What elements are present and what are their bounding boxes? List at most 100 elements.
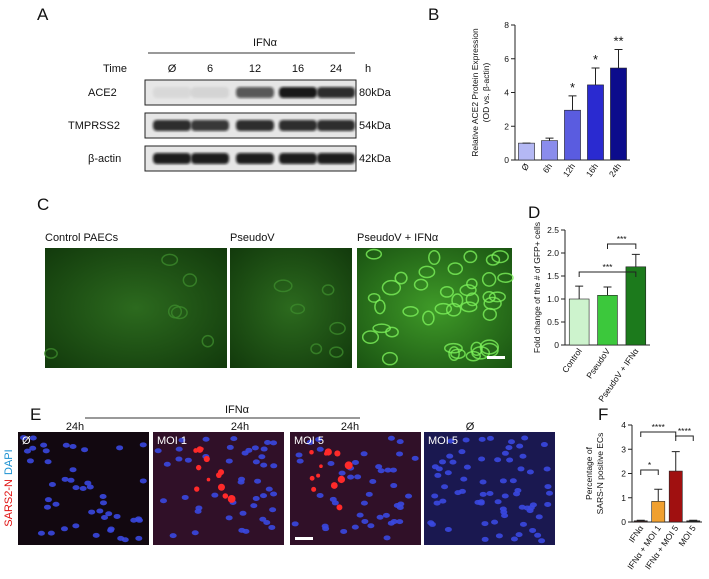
nucleus — [163, 461, 171, 467]
nucleus — [331, 500, 339, 506]
nucleus — [265, 486, 273, 492]
viral-stain — [217, 483, 225, 491]
nucleus — [69, 443, 77, 449]
nucleus — [516, 443, 524, 449]
viral-stain — [324, 448, 332, 456]
nucleus — [397, 501, 405, 507]
image — [45, 248, 227, 368]
panel-letter: D — [528, 203, 540, 222]
nucleus — [367, 523, 375, 529]
nucleus — [268, 524, 276, 530]
nucleus — [446, 453, 454, 459]
nucleus — [439, 459, 447, 465]
nucleus — [116, 445, 124, 451]
cell — [466, 278, 478, 290]
cell — [459, 284, 477, 297]
y-tick-label: 0 — [621, 517, 626, 527]
nucleus — [202, 436, 210, 442]
nucleus — [269, 507, 277, 513]
bar — [541, 140, 558, 161]
cell — [413, 278, 429, 291]
y-tick-label: 1.0 — [547, 294, 559, 304]
bar — [518, 142, 535, 161]
significance: ** — [613, 33, 623, 48]
nucleus — [534, 532, 542, 538]
y-tick-label: 8 — [504, 20, 509, 30]
nucleus — [494, 457, 502, 463]
bar — [597, 295, 618, 346]
nucleus — [191, 530, 199, 536]
nucleus — [270, 463, 278, 469]
nucleus — [121, 537, 129, 543]
nucleus — [139, 442, 147, 448]
nucleus — [529, 502, 537, 508]
bar — [651, 501, 666, 523]
viral-stain — [195, 464, 202, 471]
cell — [201, 334, 215, 348]
nucleus — [387, 435, 395, 441]
treatment-label: IFNα — [253, 37, 278, 49]
cell — [290, 303, 306, 315]
nucleus — [444, 470, 452, 476]
viral-stain — [193, 448, 199, 453]
cell — [402, 305, 419, 317]
nucleus — [491, 519, 499, 525]
cell — [310, 343, 323, 355]
nucleus — [463, 464, 471, 470]
viral-stain — [336, 504, 343, 511]
nucleus — [101, 515, 109, 521]
stain-label: SARS2-N DAPI — [3, 449, 15, 526]
nucleus — [61, 476, 69, 482]
panel-letter: B — [428, 5, 439, 24]
viral-stain — [203, 455, 210, 463]
nucleus — [184, 457, 192, 463]
nucleus — [501, 450, 509, 456]
nucleus — [501, 493, 509, 499]
y-axis-label: SARS-N positive ECs — [595, 433, 605, 515]
viral-stain — [334, 450, 341, 457]
nucleus — [20, 435, 28, 441]
nucleus — [96, 508, 104, 514]
nucleus — [529, 527, 537, 533]
cell — [381, 279, 402, 296]
bracket — [675, 435, 694, 441]
row-size: 80kDa — [359, 87, 392, 99]
nucleus — [506, 457, 514, 463]
nucleus — [241, 450, 249, 456]
nucleus — [99, 494, 107, 500]
time-label: 24h — [66, 421, 84, 433]
cell — [482, 307, 497, 321]
nucleus — [354, 474, 362, 480]
nucleus — [526, 508, 534, 514]
nucleus — [105, 511, 113, 517]
nucleus — [340, 528, 348, 534]
error-bar — [671, 451, 680, 472]
nucleus — [383, 535, 391, 541]
nucleus — [356, 512, 364, 518]
nucleus — [225, 458, 233, 464]
nucleus — [481, 536, 489, 542]
nucleus — [499, 478, 507, 484]
bar — [625, 266, 647, 346]
x-tick-label: 24h — [607, 161, 623, 179]
cell — [161, 253, 179, 266]
nucleus — [260, 462, 268, 468]
blot-band — [153, 87, 191, 98]
nucleus — [67, 477, 75, 483]
cell — [444, 342, 463, 354]
nucleus — [29, 445, 37, 451]
nucleus — [60, 526, 68, 532]
nucleus — [225, 515, 233, 521]
nucleus — [460, 476, 468, 482]
cell — [321, 284, 335, 296]
nucleus — [495, 533, 503, 539]
y-tick-label: 0.5 — [547, 317, 559, 327]
nucleus — [538, 538, 546, 544]
time-value: Ø — [168, 63, 177, 75]
blot-band — [191, 153, 229, 164]
cell — [367, 292, 381, 303]
nucleus — [462, 437, 470, 443]
nucleus — [181, 494, 189, 500]
nucleus — [447, 438, 455, 444]
time-value: 12 — [249, 63, 261, 75]
